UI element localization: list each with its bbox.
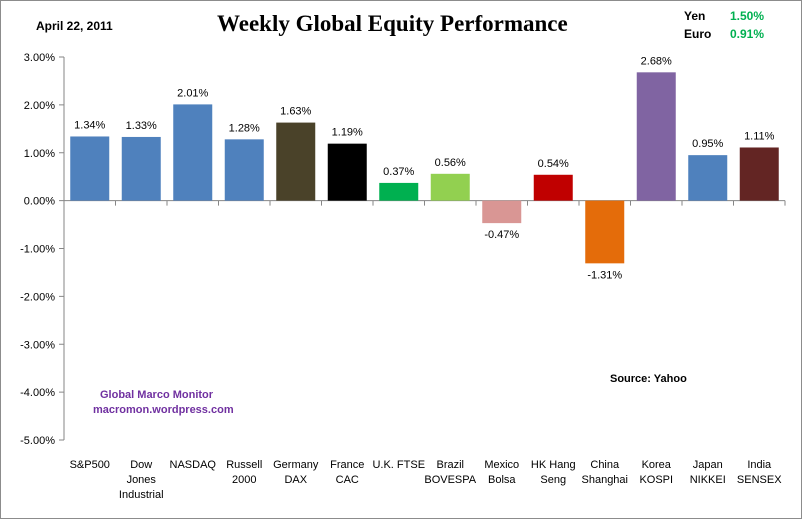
bar bbox=[430, 173, 470, 201]
y-tick-label: -4.00% bbox=[20, 387, 55, 399]
category-label: Korea KOSPI bbox=[639, 459, 673, 486]
bar bbox=[379, 182, 419, 201]
data-label: 2.01% bbox=[177, 87, 208, 99]
category-label: China Shanghai bbox=[582, 459, 629, 486]
category-label: Germany DAX bbox=[273, 459, 319, 486]
data-label: 1.33% bbox=[126, 120, 157, 132]
bar bbox=[121, 136, 161, 201]
fx-euro-label: Euro bbox=[684, 27, 712, 41]
bar bbox=[173, 104, 213, 201]
y-tick-label: 1.00% bbox=[24, 148, 55, 160]
report-date: April 22, 2011 bbox=[36, 19, 113, 33]
fx-yen-value: 1.50% bbox=[730, 9, 765, 23]
data-label: 2.68% bbox=[641, 55, 672, 67]
category-label: India SENSEX bbox=[737, 459, 782, 486]
chart-labels: 1.34% S&P500 1.33% Dow Jones Industrial 2.01% N… bbox=[70, 55, 783, 501]
bar bbox=[636, 72, 676, 201]
chart-bars bbox=[70, 72, 779, 264]
data-label: 0.37% bbox=[383, 166, 414, 178]
data-label: 1.11% bbox=[744, 130, 775, 142]
bar bbox=[688, 155, 728, 201]
data-label: 1.19% bbox=[332, 127, 363, 139]
y-tick-label: -5.00% bbox=[20, 435, 55, 447]
bar bbox=[739, 147, 779, 201]
category-label: Dow Jones Industrial bbox=[119, 459, 164, 501]
bar bbox=[224, 139, 264, 201]
y-tick-label: 2.00% bbox=[24, 100, 55, 112]
y-tick-label: -3.00% bbox=[20, 339, 55, 351]
category-label: U.K. FTSE bbox=[372, 459, 425, 471]
category-label: Brazil BOVESPA bbox=[424, 459, 476, 486]
brand-name: Global Marco Monitor bbox=[100, 389, 214, 401]
source-note: Source: Yahoo bbox=[610, 373, 687, 385]
chart-title: Weekly Global Equity Performance bbox=[217, 11, 568, 36]
y-tick-label: -1.00% bbox=[20, 244, 55, 256]
data-label: 0.54% bbox=[538, 158, 569, 170]
fx-yen-label: Yen bbox=[684, 9, 706, 23]
fx-euro-value: 0.91% bbox=[730, 27, 765, 41]
brand-site: macromon.wordpress.com bbox=[93, 404, 234, 416]
data-label: 0.56% bbox=[435, 157, 466, 169]
category-label: Mexico Bolsa bbox=[484, 459, 519, 486]
data-label: -1.31% bbox=[587, 269, 622, 281]
bar bbox=[276, 122, 316, 201]
category-label: France CAC bbox=[330, 459, 364, 486]
category-label: HK Hang Seng bbox=[531, 459, 576, 486]
data-label: 0.95% bbox=[692, 138, 723, 150]
bar bbox=[482, 200, 522, 224]
category-label: NASDAQ bbox=[170, 459, 217, 471]
data-label: 1.63% bbox=[280, 106, 311, 118]
bar bbox=[70, 136, 110, 201]
data-label: 1.34% bbox=[74, 119, 105, 131]
bar bbox=[533, 174, 573, 201]
category-label: Russell 2000 bbox=[226, 459, 262, 486]
bar bbox=[327, 143, 367, 201]
bar bbox=[585, 200, 625, 264]
category-label: Japan NIKKEI bbox=[690, 459, 726, 486]
data-label: -0.47% bbox=[484, 229, 519, 241]
y-tick-label: -2.00% bbox=[20, 291, 55, 303]
y-tick-label: 3.00% bbox=[24, 52, 55, 64]
y-tick-label: 0.00% bbox=[24, 196, 55, 208]
category-label: S&P500 bbox=[70, 459, 110, 471]
data-label: 1.28% bbox=[229, 122, 260, 134]
